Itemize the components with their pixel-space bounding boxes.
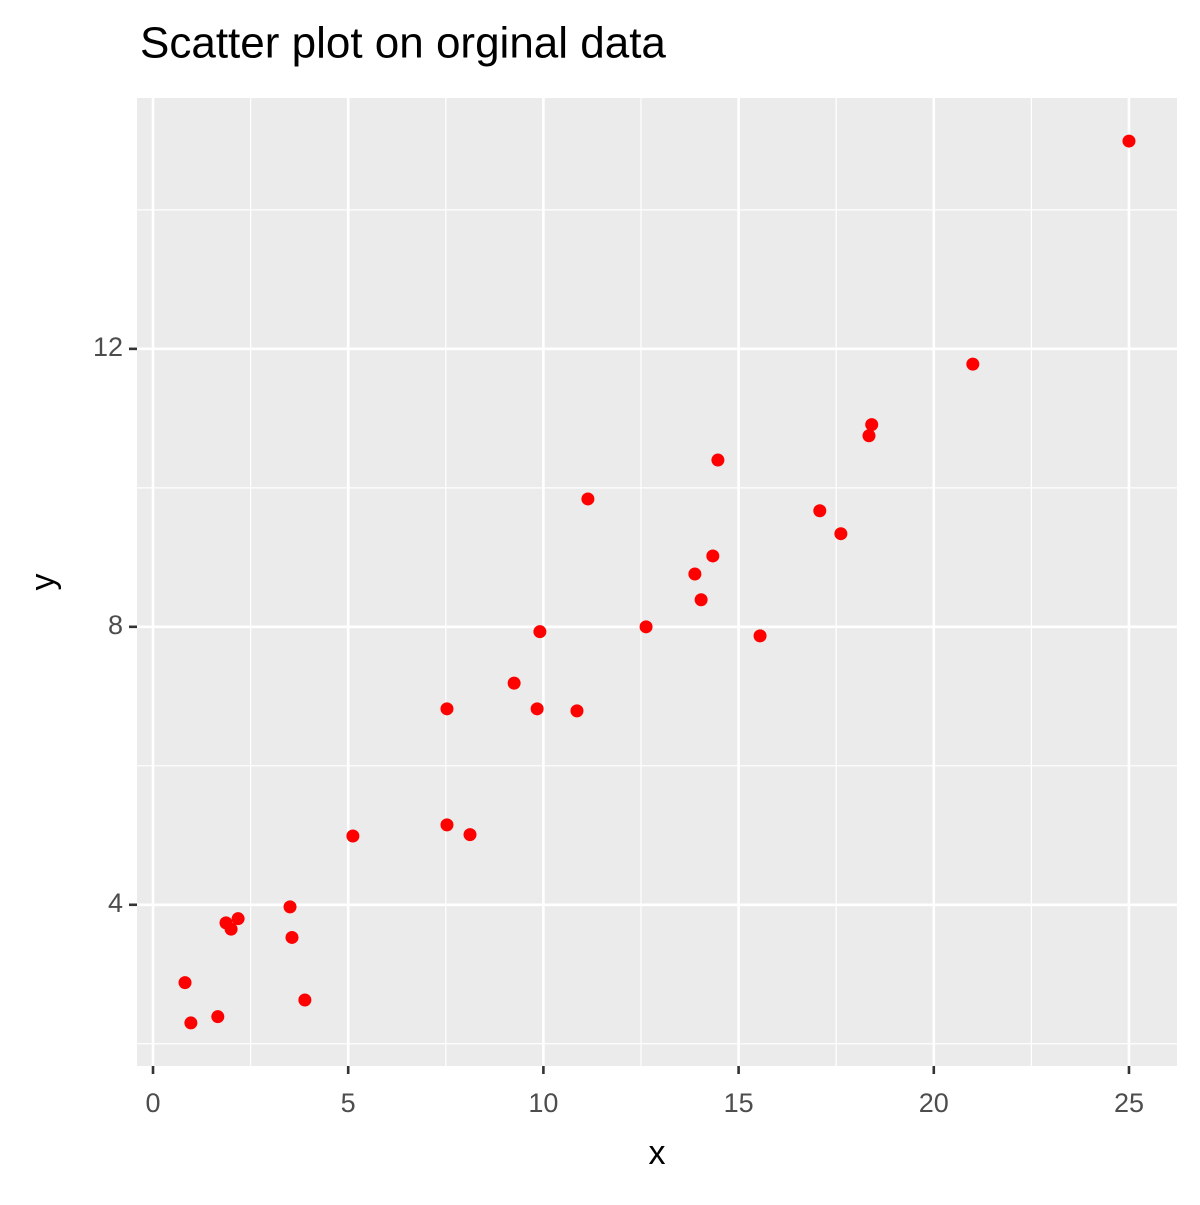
point — [440, 702, 454, 716]
y-tick-label: 12 — [93, 332, 123, 362]
point — [231, 912, 245, 926]
point — [440, 818, 454, 832]
point — [711, 453, 725, 467]
point — [862, 429, 876, 443]
point — [688, 567, 702, 581]
point — [570, 704, 584, 718]
x-tick-label: 25 — [1114, 1088, 1144, 1118]
point — [639, 620, 653, 634]
x-tick-label: 10 — [528, 1088, 558, 1118]
x-axis-title: x — [649, 1134, 666, 1172]
point — [530, 702, 544, 716]
point — [224, 922, 238, 936]
x-tick-label: 20 — [919, 1088, 949, 1118]
point — [533, 625, 547, 639]
panel — [137, 98, 1177, 1066]
y-axis-title: y — [24, 574, 62, 591]
point — [813, 504, 827, 518]
point — [507, 676, 521, 690]
point — [298, 993, 312, 1007]
point — [694, 593, 708, 607]
point — [346, 829, 360, 843]
point — [581, 492, 595, 506]
point — [966, 357, 980, 371]
point — [283, 900, 297, 914]
x-tick-label: 15 — [724, 1088, 754, 1118]
x-tick-label: 0 — [145, 1088, 160, 1118]
point — [285, 930, 299, 944]
point — [834, 527, 848, 541]
point — [753, 629, 767, 643]
point — [211, 1010, 225, 1024]
point — [184, 1016, 198, 1030]
chart-title: Scatter plot on orginal data — [140, 19, 666, 68]
y-tick-label: 8 — [108, 610, 123, 640]
point — [463, 828, 477, 842]
point — [178, 976, 192, 990]
x-tick-label: 5 — [341, 1088, 356, 1118]
point — [865, 418, 879, 432]
point — [706, 549, 720, 563]
y-tick-label: 4 — [108, 888, 123, 918]
point — [1122, 134, 1136, 148]
